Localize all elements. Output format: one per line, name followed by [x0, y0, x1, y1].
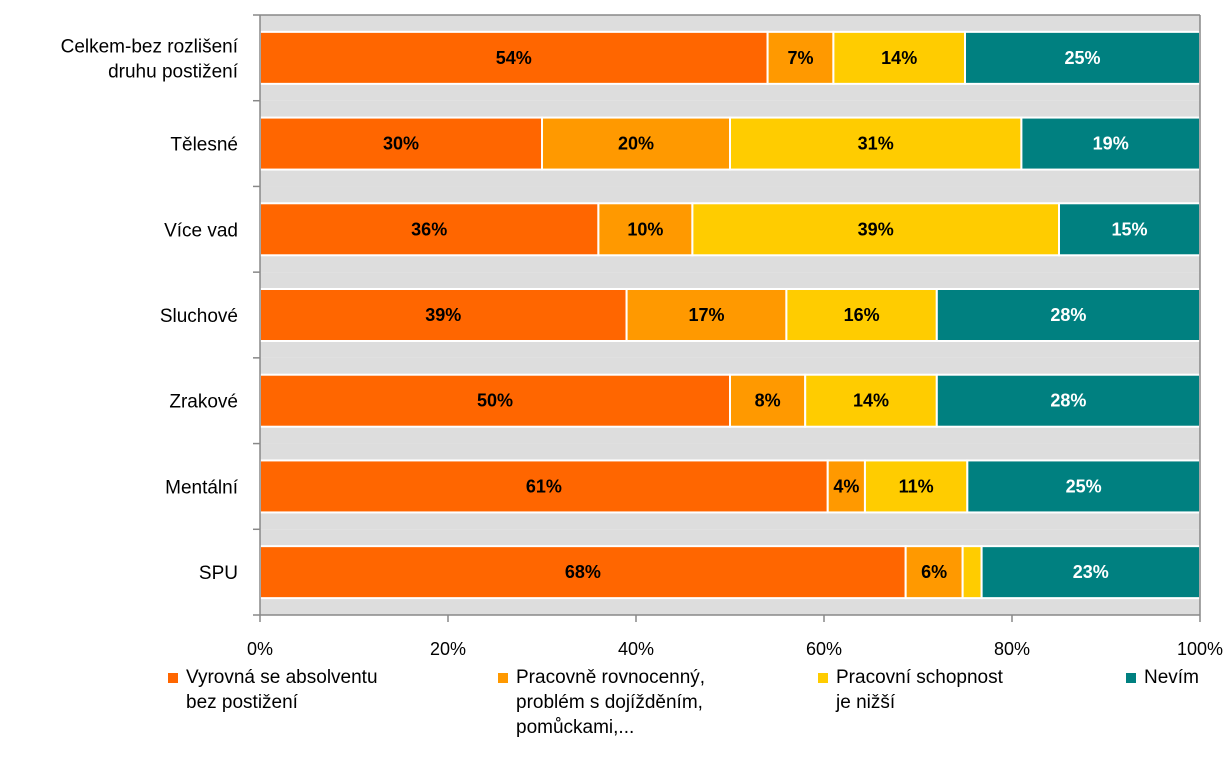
- plot-band: [260, 15, 1200, 32]
- category-label: Tělesné: [170, 135, 238, 156]
- bar-segment: [964, 30, 1201, 85]
- category-label: Zrakové: [169, 392, 238, 413]
- bar-segment: [1058, 202, 1201, 257]
- legend-swatch: [168, 673, 178, 683]
- bar-segment: [935, 373, 1201, 428]
- x-tick-label: 60%: [806, 639, 842, 659]
- bar-segment: [259, 30, 769, 85]
- bar-data-label: 28%: [1050, 305, 1086, 325]
- legend-swatch: [1126, 673, 1136, 683]
- bar-data-label: 14%: [881, 48, 917, 68]
- bar-segment: [826, 459, 866, 514]
- bar-data-label: 54%: [496, 48, 532, 68]
- bar-data-label: 7%: [787, 48, 813, 68]
- plot-band: [260, 512, 1200, 530]
- bar-segment: [804, 373, 938, 428]
- x-tick-label: 100%: [1177, 639, 1223, 659]
- legend-item: Nevím: [1126, 665, 1199, 690]
- bar-data-label: 14%: [853, 391, 889, 411]
- bar-segment: [785, 288, 938, 342]
- x-tick-label: 40%: [618, 639, 654, 659]
- bar-data-label: 6%: [921, 562, 947, 582]
- plot-band: [260, 100, 1200, 118]
- plot-bands: [260, 15, 1200, 615]
- legend: Vyrovná se absolventu bez postižení Praco…: [168, 665, 1228, 775]
- bar-data-label: 10%: [627, 219, 663, 239]
- bar-data-label: 39%: [425, 305, 461, 325]
- bar-data-label: 39%: [858, 219, 894, 239]
- x-tick-labels: 0% 20% 40% 60% 80% 100%: [247, 639, 1223, 659]
- bar-segment: [541, 116, 731, 171]
- category-label: Celkem-bez rozlišení druhu postižení: [61, 36, 239, 82]
- legend-item: Pracovně rovnocenný, problém s dojíždění…: [498, 665, 705, 740]
- category-label: Mentální: [165, 477, 239, 498]
- legend-item: Vyrovná se absolventu bez postižení: [168, 665, 378, 715]
- plot-band: [260, 83, 1200, 101]
- bar-segment: [966, 459, 1201, 514]
- plot-band: [260, 272, 1200, 289]
- x-tick-label: 80%: [994, 639, 1030, 659]
- bar-segment: [766, 30, 835, 85]
- bar-data-label: 4%: [833, 476, 859, 496]
- bar-segment: [691, 202, 1061, 257]
- plot-band: [260, 598, 1200, 615]
- legend-swatch: [498, 673, 508, 683]
- plot-band: [260, 357, 1200, 375]
- bar-data-label: 23%: [1073, 562, 1109, 582]
- category-label: Sluchové: [160, 306, 238, 327]
- bar-data-label: 15%: [1111, 219, 1147, 239]
- bar-data-label: 25%: [1066, 476, 1102, 496]
- plot-band: [260, 169, 1200, 187]
- bar-segment: [961, 545, 983, 600]
- category-label: SPU: [199, 563, 238, 584]
- stacked-bar-chart: 54% 7% 14% 25% 30% 20% 31% 19% 36% 10% 39% 15% 39% 17…: [61, 14, 1223, 659]
- category-label: Více vad: [164, 220, 238, 241]
- plot-band: [260, 186, 1200, 204]
- plot-band: [260, 529, 1200, 547]
- x-tick-label: 0%: [247, 639, 273, 659]
- bar-data-label: 30%: [383, 134, 419, 154]
- legend-label: Nevím: [1144, 667, 1199, 688]
- plot-band: [260, 426, 1200, 444]
- bar-segment: [259, 288, 628, 342]
- bar-segment: [259, 459, 829, 514]
- bar-data-label: 8%: [755, 391, 781, 411]
- bar-data-label: 16%: [844, 305, 880, 325]
- bar-segment: [625, 288, 788, 342]
- plot-band: [260, 443, 1200, 461]
- bar-segment: [729, 116, 1023, 171]
- bar-data-label: 25%: [1064, 48, 1100, 68]
- legend-label: Pracovně rovnocenný, problém s dojíždění…: [516, 667, 706, 738]
- bar-data-label: 50%: [477, 391, 513, 411]
- bar-segment: [259, 373, 731, 428]
- bar-data-label: 11%: [899, 476, 934, 496]
- legend-item: Pracovní schopnost je nižší: [818, 665, 1003, 715]
- plot-band: [260, 255, 1200, 273]
- bar-data-label: 61%: [526, 476, 562, 496]
- legend-label: Pracovní schopnost je nižší: [836, 667, 1003, 713]
- bar-data-label: 68%: [565, 562, 601, 582]
- bar-data-label: 28%: [1050, 391, 1086, 411]
- bar-data-label: 36%: [411, 219, 447, 239]
- bar-segment: [904, 545, 964, 600]
- bar-data-label: 19%: [1093, 134, 1129, 154]
- x-tick-label: 20%: [430, 639, 466, 659]
- bar-data-label: 20%: [618, 134, 654, 154]
- bar-data-label: 31%: [858, 134, 894, 154]
- bar-data-label: 17%: [688, 305, 724, 325]
- legend-label: Vyrovná se absolventu bez postižení: [186, 667, 378, 713]
- category-labels: Celkem-bez rozlišení druhu postižení Těles…: [61, 36, 239, 584]
- axes: [253, 14, 1201, 622]
- plot-band: [260, 341, 1200, 358]
- legend-swatch: [818, 673, 828, 683]
- bar-segment: [729, 373, 807, 428]
- bars: 54% 7% 14% 25% 30% 20% 31% 19% 36% 10% 39% 15% 39% 17…: [259, 30, 1202, 600]
- bar-segment: [832, 30, 967, 85]
- bar-segment: [863, 459, 969, 514]
